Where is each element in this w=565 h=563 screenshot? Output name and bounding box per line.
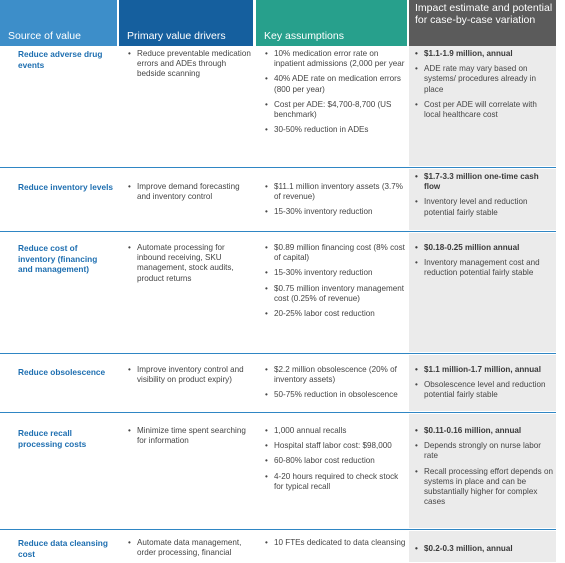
list-item: Minimize time spent searching for inform… <box>128 426 252 446</box>
list-item: 50-75% reduction in obsolescence <box>265 390 407 400</box>
list-item: 30-50% reduction in ADEs <box>265 125 407 135</box>
list-item: 10% medication error rate on inpatient a… <box>265 49 407 69</box>
list-item: $11.1 million inventory assets (3.7% of … <box>265 182 407 202</box>
header-impact-label: Impact estimate and potential for case-b… <box>415 2 553 26</box>
header-source-label: Source of value <box>8 30 81 42</box>
assumptions-list: 1,000 annual recalls Hospital staff labo… <box>265 426 407 497</box>
drivers-list: Improve demand forecasting and inventory… <box>128 182 252 207</box>
list-item: Improve inventory control and visibility… <box>128 365 252 385</box>
list-item: Reduce preventable medication errors and… <box>128 49 252 80</box>
impact-list: $0.11-0.16 million, annual Depends stron… <box>415 426 555 512</box>
list-item: Recall processing effort depends on syst… <box>415 467 555 508</box>
list-item: Obsolescence level and reduction potenti… <box>415 380 555 400</box>
header-underline <box>409 43 556 46</box>
impact-list: $0.2-0.3 million, annual <box>415 544 555 559</box>
drivers-list: Automate processing for inbound receivin… <box>128 243 252 289</box>
source-of-value: Reduce inventory levels <box>18 182 113 192</box>
list-item: 15-30% inventory reduction <box>265 207 407 217</box>
list-item: 20-25% labor cost reduction <box>265 309 407 319</box>
list-item: Cost per ADE: $4,700-8,700 (US benchmark… <box>265 100 407 120</box>
drivers-list: Minimize time spent searching for inform… <box>128 426 252 451</box>
list-item: 15-30% inventory reduction <box>265 268 407 278</box>
impact-list: $0.18-0.25 million annual Inventory mana… <box>415 243 555 284</box>
header-underline <box>119 43 253 46</box>
impact-estimate: $1.1 million-1.7 million, annual <box>415 365 555 375</box>
list-item: Inventory level and reduction potential … <box>415 197 555 217</box>
header-primary-value-drivers: Primary value drivers <box>119 0 253 43</box>
header-impact-estimate: Impact estimate and potential for case-b… <box>409 0 556 43</box>
list-item: 1,000 annual recalls <box>265 426 407 436</box>
impact-estimate: $1.1-1.9 million, annual <box>415 49 555 59</box>
drivers-list: Reduce preventable medication errors and… <box>128 49 252 85</box>
header-assumptions-label: Key assumptions <box>264 30 344 42</box>
list-item: Improve demand forecasting and inventory… <box>128 182 252 202</box>
assumptions-list: 10% medication error rate on inpatient a… <box>265 49 407 140</box>
row-divider <box>0 353 556 354</box>
impact-estimate: $0.11-0.16 million, annual <box>415 426 555 436</box>
list-item: 60-80% labor cost reduction <box>265 456 407 466</box>
row-divider <box>0 412 556 413</box>
list-item: Inventory management cost and reduction … <box>415 258 555 278</box>
header-underline <box>0 43 117 46</box>
header-drivers-label: Primary value drivers <box>127 30 226 42</box>
source-of-value: Reduce data cleansing cost <box>18 538 108 559</box>
source-of-value: Reduce cost of inventory (financing and … <box>18 243 98 274</box>
list-item: Hospital staff labor cost: $98,000 <box>265 441 407 451</box>
list-item: Automate processing for inbound receivin… <box>128 243 252 284</box>
list-item: $2.2 million obsolescence (20% of invent… <box>265 365 407 385</box>
list-item: 40% ADE rate on medication errors (800 p… <box>265 74 407 94</box>
impact-list: $1.7-3.3 million one-time cash flow Inve… <box>415 172 555 223</box>
header-key-assumptions: Key assumptions <box>256 0 407 43</box>
list-item: Depends strongly on nurse labor rate <box>415 441 555 461</box>
row-divider <box>0 231 556 232</box>
impact-estimate: $0.18-0.25 million annual <box>415 243 555 253</box>
row-divider <box>0 167 556 168</box>
drivers-list: Improve inventory control and visibility… <box>128 365 252 390</box>
list-item: 10 FTEs dedicated to data cleansing <box>265 538 407 548</box>
list-item: $0.89 million financing cost (8% cost of… <box>265 243 407 263</box>
header-underline <box>256 43 407 46</box>
list-item: ADE rate may vary based on systems/ proc… <box>415 64 555 95</box>
impact-list: $1.1-1.9 million, annual ADE rate may va… <box>415 49 555 125</box>
assumptions-list: $2.2 million obsolescence (20% of invent… <box>265 365 407 406</box>
list-item: 4-20 hours required to check stock for t… <box>265 472 407 492</box>
assumptions-list: 10 FTEs dedicated to data cleansing <box>265 538 407 553</box>
drivers-list: Automate data management, order processi… <box>128 538 252 563</box>
list-item: $0.75 million inventory management cost … <box>265 284 407 304</box>
impact-estimate: $1.7-3.3 million one-time cash flow <box>415 172 555 192</box>
source-of-value: Reduce adverse drug events <box>18 49 103 70</box>
header-source-of-value: Source of value <box>0 0 117 43</box>
assumptions-list: $0.89 million financing cost (8% cost of… <box>265 243 407 324</box>
row-divider <box>0 529 556 530</box>
assumptions-list: $11.1 million inventory assets (3.7% of … <box>265 182 407 223</box>
list-item: Cost per ADE will correlate with local h… <box>415 100 555 120</box>
source-of-value: Reduce recall processing costs <box>18 428 87 449</box>
impact-list: $1.1 million-1.7 million, annual Obsoles… <box>415 365 555 406</box>
impact-estimate: $0.2-0.3 million, annual <box>415 544 555 554</box>
source-of-value: Reduce obsolescence <box>18 367 106 377</box>
list-item: Automate data management, order processi… <box>128 538 252 558</box>
